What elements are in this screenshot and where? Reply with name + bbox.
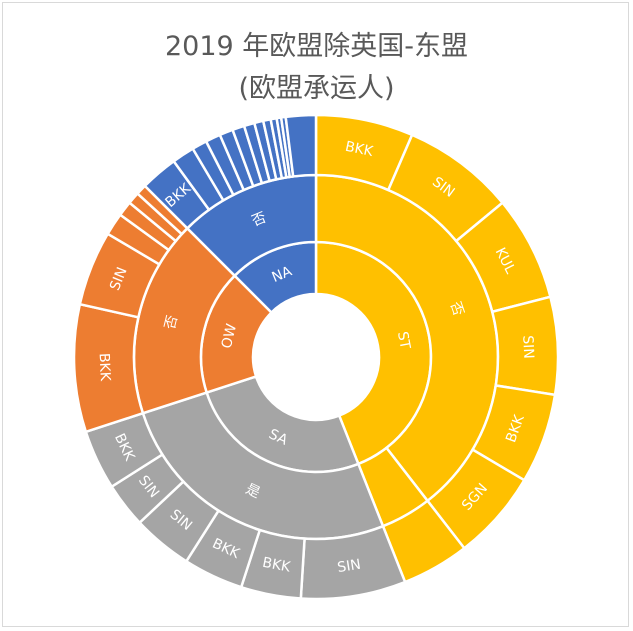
segment-label: SIN — [519, 335, 536, 359]
chart-title: 2019 年欧盟除英国-东盟 — [164, 31, 469, 62]
segment-label: SA — [266, 426, 290, 449]
segment-label: BKK — [261, 555, 292, 576]
segment-label: 否 — [162, 314, 181, 331]
segment-label: ST — [394, 330, 413, 351]
segment-label: BKK — [96, 353, 113, 383]
segment-label: NA — [270, 263, 295, 286]
segment-label: SIN — [336, 557, 362, 576]
segment-label: 是 — [243, 481, 262, 501]
segment-label: OW — [219, 322, 240, 350]
segment-label: 否 — [447, 300, 467, 318]
chart-subtitle: (欧盟承运人) — [238, 73, 395, 104]
segment-label: 否 — [250, 210, 269, 230]
segment-label: BKK — [344, 139, 375, 161]
sunburst-segment — [284, 113, 318, 178]
